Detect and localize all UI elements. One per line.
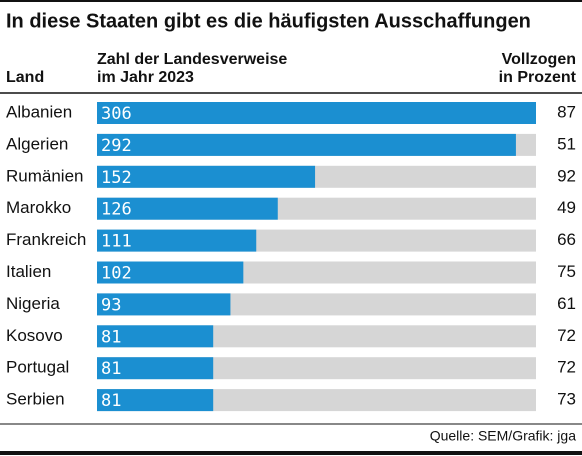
bar-value-label: 81	[101, 391, 121, 411]
bar	[97, 261, 244, 284]
percent-value: 51	[557, 134, 576, 153]
percent-value: 72	[557, 326, 576, 345]
category-header: Land	[6, 69, 44, 86]
category-label: Serbien	[6, 390, 65, 409]
bar-value-label: 152	[101, 168, 132, 188]
percent-value: 49	[557, 198, 576, 217]
bar	[97, 165, 316, 188]
bar-value-label: 126	[101, 200, 132, 220]
bar	[97, 357, 214, 380]
category-label: Marokko	[6, 198, 71, 217]
category-label: Rumänien	[6, 166, 84, 185]
chart-title: In diese Staaten gibt es die häufigsten …	[6, 10, 531, 32]
percent-value: 73	[557, 390, 576, 409]
percent-value: 87	[557, 102, 576, 121]
percent-value: 75	[557, 262, 576, 281]
bar-value-label: 306	[101, 104, 132, 124]
category-label: Portugal	[6, 358, 69, 377]
bar	[97, 102, 536, 124]
percent-value: 66	[557, 230, 576, 249]
bar-value-label: 111	[101, 232, 132, 252]
category-label: Italien	[6, 262, 51, 281]
percent-value: 61	[557, 294, 576, 313]
percent-value: 92	[557, 166, 576, 185]
bar	[97, 389, 214, 412]
bar	[97, 293, 231, 316]
bar	[97, 197, 278, 220]
bar-value-label: 81	[101, 327, 121, 347]
source: Quelle: SEM/Grafik: jga	[430, 428, 576, 444]
bar-header: Zahl der Landesverweise im Jahr 2023	[97, 51, 287, 86]
bar-value-label: 102	[101, 264, 132, 284]
category-label: Kosovo	[6, 326, 63, 345]
bar-value-label: 292	[101, 136, 132, 156]
bar	[97, 133, 516, 156]
percent-header: Vollzogen in Prozent	[499, 51, 577, 86]
bar-value-label: 93	[101, 295, 121, 315]
percent-value: 72	[557, 358, 576, 377]
bar-value-label: 81	[101, 359, 121, 379]
bar	[97, 325, 214, 348]
category-label: Frankreich	[6, 230, 86, 249]
bar	[97, 229, 257, 252]
category-label: Nigeria	[6, 294, 60, 313]
category-label: Algerien	[6, 134, 68, 153]
category-label: Albanien	[6, 102, 72, 121]
